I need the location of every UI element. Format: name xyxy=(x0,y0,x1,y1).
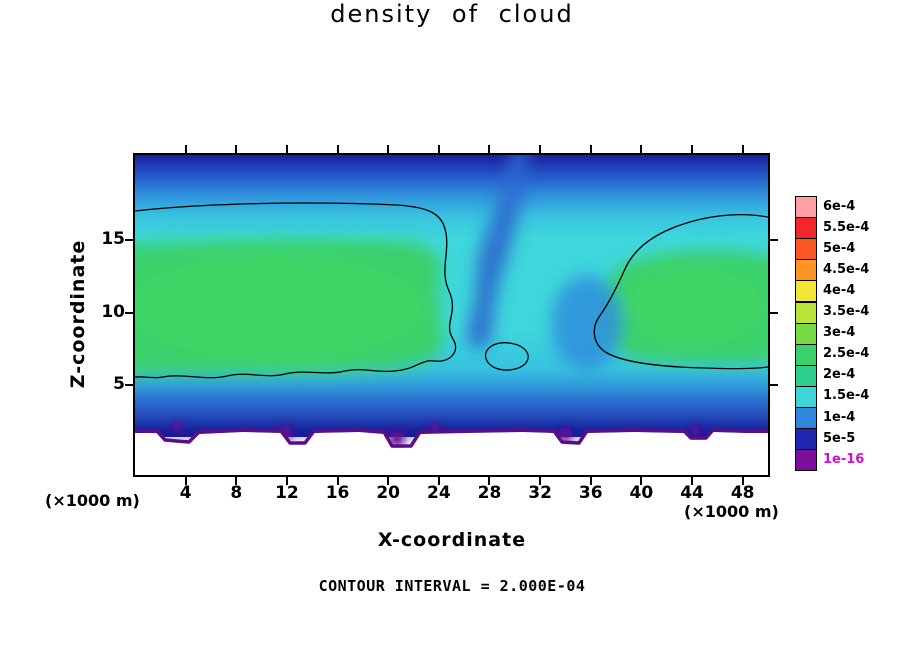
x-tick-mark-bottom xyxy=(539,477,542,485)
z-tick-label: 15 xyxy=(101,229,125,249)
x-tick-mark-bottom xyxy=(285,477,288,485)
x-tick-mark-bottom xyxy=(387,477,390,485)
z-tick-mark-right xyxy=(770,384,778,387)
x-tick-mark-top xyxy=(336,145,339,153)
colorbar-level-label: 4.5e-4 xyxy=(823,261,870,277)
colorbar-level-label: 2e-4 xyxy=(823,367,856,383)
colorbar-swatch xyxy=(795,259,817,282)
x-tick-mark-top xyxy=(640,145,643,153)
colorbar-level-label: 2.5e-4 xyxy=(823,346,870,362)
x-tick-label: 20 xyxy=(376,483,401,503)
z-axis-label: Z-coordinate xyxy=(67,239,89,389)
x-tick-mark-bottom xyxy=(235,477,238,485)
cloud-base-fringe xyxy=(135,428,768,448)
colorbar-level-label: 5.5e-4 xyxy=(823,219,870,235)
z-tick-mark-right xyxy=(770,239,778,241)
x-axis-unit-right: (×1000 m) xyxy=(684,502,779,521)
colorbar-swatch xyxy=(795,322,817,345)
x-axis-unit-left: (×1000 m) xyxy=(45,491,140,510)
colorbar-swatch xyxy=(795,343,817,366)
colorbar-level-label: 5e-5 xyxy=(823,430,856,446)
x-tick-mark-bottom xyxy=(741,477,744,485)
colorbar-level-label: 6e-4 xyxy=(823,198,856,214)
field-smooth-layers xyxy=(135,155,768,431)
z-tick-mark-left xyxy=(125,311,133,314)
x-tick-mark-bottom xyxy=(336,477,339,485)
chart-title: density of cloud xyxy=(330,0,574,28)
contour-plot-svg xyxy=(135,155,768,475)
x-tick-mark-bottom xyxy=(488,477,491,485)
z-tick-mark-left xyxy=(125,239,133,241)
x-tick-label: 44 xyxy=(680,483,704,503)
x-tick-mark-top xyxy=(539,145,542,153)
x-tick-mark-top xyxy=(741,145,744,153)
contour-interval-note: CONTOUR INTERVAL = 2.000E-04 xyxy=(318,577,586,595)
z-tick-label: 10 xyxy=(101,301,125,322)
x-tick-label: 36 xyxy=(578,483,603,503)
x-tick-mark-top xyxy=(184,145,187,153)
colorbar-level-label: 1e-4 xyxy=(823,409,856,425)
z-tick-label: 5 xyxy=(113,374,125,395)
colorbar-swatch xyxy=(795,301,817,324)
colorbar-swatch xyxy=(795,385,817,408)
x-tick-mark-top xyxy=(437,145,440,153)
colorbar-level-label: 3.5e-4 xyxy=(823,304,870,320)
x-tick-mark-top xyxy=(488,145,491,153)
colorbar-level-label: 4e-4 xyxy=(823,282,856,298)
colorbar-level-label: 1.5e-4 xyxy=(823,388,870,404)
colorbar-swatch xyxy=(795,196,817,219)
x-tick-label: 16 xyxy=(325,483,350,503)
z-tick-mark-left xyxy=(125,384,133,387)
colorbar-swatch xyxy=(795,217,817,240)
x-tick-label: 8 xyxy=(230,483,243,503)
colorbar-swatch xyxy=(795,364,817,387)
x-tick-mark-bottom xyxy=(437,477,440,485)
x-tick-mark-bottom xyxy=(691,477,694,485)
x-tick-label: 28 xyxy=(477,483,502,503)
x-tick-label: 48 xyxy=(730,483,755,503)
x-tick-mark-top xyxy=(285,145,288,153)
z-tick-mark-right xyxy=(770,311,778,314)
x-tick-mark-bottom xyxy=(184,477,187,485)
x-tick-label: 24 xyxy=(426,483,451,503)
x-tick-mark-top xyxy=(387,145,390,153)
colorbar-swatch xyxy=(795,238,817,261)
x-tick-label: 12 xyxy=(275,483,299,503)
x-tick-mark-bottom xyxy=(589,477,592,485)
contour-line-2e-4 xyxy=(135,202,768,379)
colorbar-level-label: 3e-4 xyxy=(823,325,856,341)
x-axis-label: X-coordinate xyxy=(377,529,527,551)
colorbar-level-label: 1e-16 xyxy=(823,451,865,467)
below-cloud-white-region xyxy=(135,432,768,475)
x-tick-label: 40 xyxy=(629,483,654,503)
colorbar-swatch xyxy=(795,449,817,472)
x-tick-label: 32 xyxy=(528,483,552,503)
x-tick-mark-top xyxy=(235,145,238,153)
colorbar-swatch xyxy=(795,407,817,430)
plot-frame xyxy=(133,153,770,477)
x-tick-mark-top xyxy=(691,145,694,153)
colorbar-swatch xyxy=(795,428,817,451)
colorbar-level-label: 5e-4 xyxy=(823,240,856,256)
x-tick-mark-top xyxy=(589,145,592,153)
x-tick-mark-bottom xyxy=(640,477,643,485)
colorbar-swatch xyxy=(795,280,817,303)
x-tick-label: 4 xyxy=(179,483,192,503)
